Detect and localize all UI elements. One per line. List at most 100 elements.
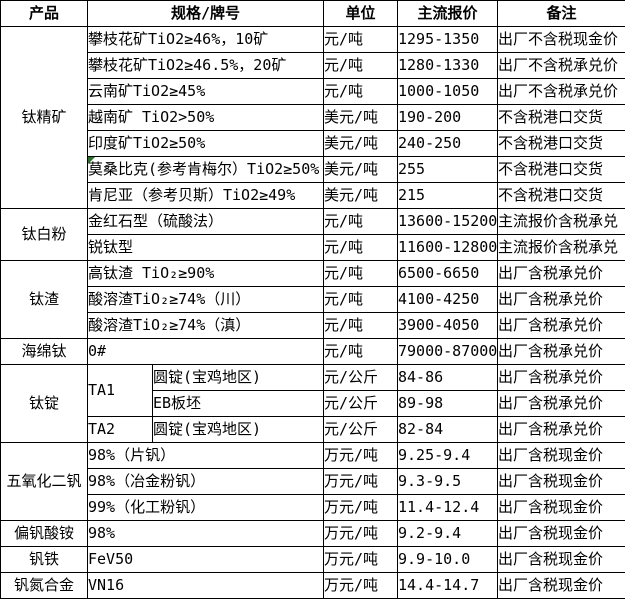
table-row: 99%（化工粉钒） 万元/吨 11.4-12.4 出厂含税现金价 <box>1 494 625 521</box>
note-cell: 出厂含税承兑价 <box>497 364 625 391</box>
unit-cell: 元/吨 <box>323 286 398 313</box>
table-row: 钛精矿 攀枝花矿TiO2≥46%，10矿 元/吨 1295-1350 出厂不含税… <box>0 26 625 209</box>
note-cell: 出厂含税承兑价 <box>497 312 625 339</box>
spec-cell: 印度矿TiO2≥50% <box>87 130 324 157</box>
unit-cell: 万元/吨 <box>323 494 398 521</box>
spec-cell: 莫桑比克(参考肯梅尔）TiO2≥50% <box>87 156 324 183</box>
price-cell: 89-98 <box>397 390 498 417</box>
product-cell: 钛白粉 <box>0 208 88 261</box>
table-row: 偏钒酸铵 98% 万元/吨 9.2-9.4 出厂含税现金价 <box>0 520 625 547</box>
product-cell: 钒氮合金 <box>0 572 88 599</box>
table-row: 印度矿TiO2≥50% 美元/吨 240-250 不含税港口交货 <box>1 130 625 157</box>
note-cell: 主流报价含税承兑 <box>497 208 625 235</box>
unit-cell: 万元/吨 <box>323 572 398 599</box>
unit-cell: 元/吨 <box>323 312 398 339</box>
note-cell: 出厂不含税承兑价 <box>497 78 625 105</box>
product-cell: 钛渣 <box>0 260 88 339</box>
table-row: 酸溶渣TiO₂≥74%（川） 元/吨 4100-4250 出厂含税承兑价 <box>1 286 625 313</box>
table-row: 云南矿TiO2≥45% 元/吨 1000-1050 出厂不含税承兑价 <box>1 78 625 105</box>
table-row: 海绵钛 0# 元/吨 79000-87000 出厂含税承兑价 <box>0 338 625 365</box>
product-cell: 钛锭 <box>0 364 88 443</box>
note-cell: 不含税港口交货 <box>497 104 625 131</box>
note-cell: 主流报价含税承兑 <box>497 234 625 261</box>
table-row: 肯尼亚（参考贝斯）TiO2≥49% 美元/吨 215 不含税港口交货 <box>1 182 625 209</box>
table-row: 钛锭 TA1 圆锭(宝鸡地区) 元/公斤 84-86 出厂含税承兑价 <box>0 364 625 443</box>
spec-cell: 0# <box>87 338 324 365</box>
price-cell: 3900-4050 <box>397 312 498 339</box>
price-cell: 13600-15200 <box>397 208 498 235</box>
note-cell: 出厂含税现金价 <box>497 520 625 547</box>
header-price: 主流报价 <box>397 0 498 27</box>
price-cell: 9.25-9.4 <box>397 442 498 469</box>
unit-cell: 万元/吨 <box>323 442 398 469</box>
product-cell: 钛精矿 <box>0 26 88 209</box>
unit-cell: 元/吨 <box>323 338 398 365</box>
spec-cell: 攀枝花矿TiO2≥46.5%，20矿 <box>87 52 324 79</box>
price-cell: 9.2-9.4 <box>397 520 498 547</box>
header-spec: 规格/牌号 <box>87 0 324 27</box>
note-cell: 出厂含税现金价 <box>497 572 625 599</box>
note-cell: 出厂含税承兑价 <box>497 416 625 443</box>
spec-cell: 越南矿 TiO2>50% <box>87 104 324 131</box>
price-cell: 14.4-14.7 <box>397 572 498 599</box>
unit-cell: 元/吨 <box>323 26 398 53</box>
table-row: TA2 圆锭(宝鸡地区) 元/公斤 82-84 出厂含税承兑价 <box>1 416 625 443</box>
cell-corner-flag-icon <box>88 157 95 164</box>
grade-cell: TA1 <box>87 364 153 417</box>
table-row: 莫桑比克(参考肯梅尔）TiO2≥50% 美元/吨 255 不含税港口交货 <box>1 156 625 183</box>
header-unit: 单位 <box>323 0 398 27</box>
unit-cell: 元/公斤 <box>323 416 398 443</box>
price-cell: 240-250 <box>397 130 498 157</box>
spec-text: 莫桑比克(参考肯梅尔）TiO2≥50% <box>88 160 320 179</box>
price-cell: 1280-1330 <box>397 52 498 79</box>
spec-cell: 高钛渣 TiO₂≥90% <box>87 260 324 287</box>
unit-cell: 美元/吨 <box>323 130 398 157</box>
grade-cell: TA2 <box>87 416 153 443</box>
product-cell: 偏钒酸铵 <box>0 520 88 547</box>
price-cell: 84-86 <box>397 364 498 391</box>
spec-cell: 酸溶渣TiO₂≥74%（川） <box>87 286 324 313</box>
table-row: 钒氮合金 VN16 万元/吨 14.4-14.7 出厂含税现金价 <box>0 572 625 599</box>
table-row: 锐钛型 元/吨 11600-12800 主流报价含税承兑 <box>1 234 625 261</box>
price-cell: 255 <box>397 156 498 183</box>
price-cell: 190-200 <box>397 104 498 131</box>
note-cell: 不含税港口交货 <box>497 182 625 209</box>
spec-cell: EB板坯 <box>152 390 324 417</box>
table-row: 五氧化二钒 98%（片钒） 万元/吨 9.25-9.4 出厂含税现金价 <box>0 442 625 521</box>
price-cell: 1295-1350 <box>397 26 498 53</box>
product-cell: 五氧化二钒 <box>0 442 88 521</box>
unit-cell: 元/公斤 <box>323 364 398 391</box>
unit-cell: 元/吨 <box>323 234 398 261</box>
spec-cell: 金红石型（硫酸法） <box>87 208 324 235</box>
note-cell: 出厂含税现金价 <box>497 546 625 573</box>
product-cell: 钒铁 <box>0 546 88 573</box>
unit-cell: 元/吨 <box>323 260 398 287</box>
unit-cell: 元/公斤 <box>323 390 398 417</box>
price-cell: 4100-4250 <box>397 286 498 313</box>
table-row: 钛白粉 金红石型（硫酸法） 元/吨 13600-15200 主流报价含税承兑 <box>0 208 625 261</box>
table-row: 钛渣 高钛渣 TiO₂≥90% 元/吨 6500-6650 出厂含税承兑价 <box>0 260 625 339</box>
table-row: 攀枝花矿TiO2≥46.5%，20矿 元/吨 1280-1330 出厂不含税承兑… <box>1 52 625 79</box>
table-row: 钒铁 FeV50 万元/吨 9.9-10.0 出厂含税现金价 <box>0 546 625 573</box>
unit-cell: 万元/吨 <box>323 546 398 573</box>
unit-cell: 元/吨 <box>323 208 398 235</box>
note-cell: 出厂含税现金价 <box>497 494 625 521</box>
note-cell: 不含税港口交货 <box>497 130 625 157</box>
spec-cell: 锐钛型 <box>87 234 324 261</box>
unit-cell: 美元/吨 <box>323 104 398 131</box>
note-cell: 出厂含税现金价 <box>497 442 625 469</box>
note-cell: 出厂不含税现金价 <box>497 26 625 53</box>
unit-cell: 美元/吨 <box>323 156 398 183</box>
table-row: 98%（冶金粉钒） 万元/吨 9.3-9.5 出厂含税现金价 <box>1 468 625 495</box>
price-cell: 79000-87000 <box>397 338 498 365</box>
spec-cell: 99%（化工粉钒） <box>87 494 324 521</box>
spec-cell: 98% <box>87 520 324 547</box>
spec-cell: FeV50 <box>87 546 324 573</box>
spec-cell: VN16 <box>87 572 324 599</box>
unit-cell: 元/吨 <box>323 78 398 105</box>
spec-cell: 98%（片钒） <box>87 442 324 469</box>
header-row: 产品 规格/牌号 单位 主流报价 备注 <box>0 0 625 27</box>
unit-cell: 万元/吨 <box>323 468 398 495</box>
